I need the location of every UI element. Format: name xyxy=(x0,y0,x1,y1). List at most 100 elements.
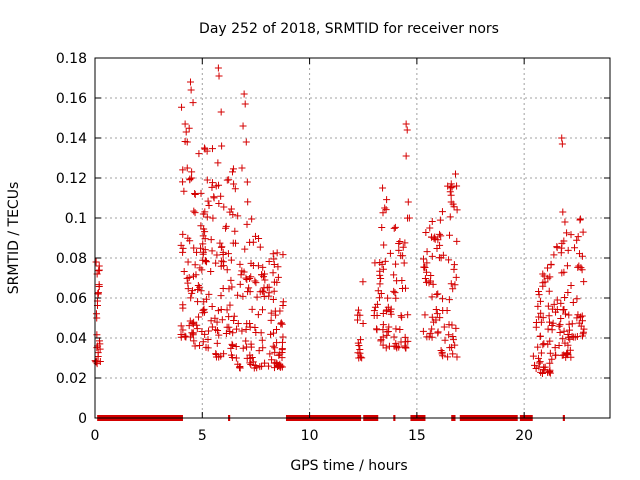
data-point xyxy=(357,353,365,361)
data-point xyxy=(238,327,246,335)
data-point xyxy=(354,349,362,357)
data-point xyxy=(198,328,206,336)
data-point xyxy=(529,352,537,360)
data-point xyxy=(548,326,556,334)
data-point xyxy=(199,232,207,240)
data-point xyxy=(228,340,236,348)
data-point xyxy=(379,265,387,273)
data-point-outlier xyxy=(92,258,100,266)
data-point xyxy=(191,190,199,198)
data-point xyxy=(571,244,579,252)
data-point xyxy=(556,328,564,336)
data-point-outlier xyxy=(379,184,387,192)
data-point xyxy=(197,287,205,295)
data-point xyxy=(269,250,277,258)
data-point xyxy=(267,309,275,317)
data-point xyxy=(391,289,399,297)
data-point xyxy=(266,350,274,358)
data-point xyxy=(188,289,196,297)
data-point xyxy=(433,310,441,318)
data-point xyxy=(271,348,279,356)
data-point xyxy=(213,251,221,259)
data-point xyxy=(179,248,187,256)
data-point xyxy=(434,290,442,298)
data-point xyxy=(261,359,269,367)
data-point xyxy=(214,327,222,335)
data-point xyxy=(188,168,196,176)
plot-frame xyxy=(94,57,611,419)
data-point xyxy=(453,353,461,361)
data-point xyxy=(178,103,186,111)
x-tick-label: 20 xyxy=(515,428,533,444)
data-point xyxy=(256,243,264,251)
data-point xyxy=(579,328,587,336)
data-point xyxy=(188,319,196,327)
data-point xyxy=(419,255,427,263)
data-point-outlier xyxy=(426,224,434,232)
data-point xyxy=(265,362,273,370)
data-point xyxy=(270,329,278,337)
data-point xyxy=(534,302,542,310)
data-point xyxy=(234,291,242,299)
data-point xyxy=(184,258,192,266)
data-point xyxy=(228,354,236,362)
data-point-outlier xyxy=(214,64,222,72)
data-point xyxy=(217,192,225,200)
data-point-outlier xyxy=(238,164,246,172)
data-point-outlier xyxy=(561,218,569,226)
data-point xyxy=(224,250,232,258)
data-point xyxy=(380,241,388,249)
data-point xyxy=(229,329,237,337)
data-point-outlier xyxy=(183,138,191,146)
data-point xyxy=(222,222,230,230)
data-point xyxy=(535,359,543,367)
data-point xyxy=(200,305,208,313)
data-point xyxy=(546,359,554,367)
data-point xyxy=(219,285,227,293)
data-point xyxy=(398,313,406,321)
data-point xyxy=(451,281,459,289)
data-point xyxy=(210,193,218,201)
data-point xyxy=(556,321,564,329)
data-point xyxy=(197,222,205,230)
data-point xyxy=(421,275,429,283)
data-point xyxy=(95,267,103,275)
data-point xyxy=(538,370,546,378)
data-point-outlier xyxy=(181,120,189,128)
data-point xyxy=(398,284,406,292)
data-point xyxy=(236,260,244,268)
data-point xyxy=(276,363,284,371)
data-point xyxy=(229,211,237,219)
data-point xyxy=(373,325,381,333)
data-point xyxy=(186,176,194,184)
data-point xyxy=(205,202,213,210)
data-point-outlier xyxy=(447,198,455,206)
data-point xyxy=(255,347,263,355)
data-point xyxy=(179,230,187,238)
data-point xyxy=(400,259,408,267)
data-point xyxy=(227,276,235,284)
data-point xyxy=(196,341,204,349)
data-point xyxy=(227,256,235,264)
data-point-outlier xyxy=(94,290,102,298)
data-point xyxy=(209,214,217,222)
data-point-outlier xyxy=(402,120,410,128)
data-point xyxy=(217,292,225,300)
data-point xyxy=(256,363,264,371)
data-point xyxy=(248,305,256,313)
data-point xyxy=(191,191,199,199)
data-point xyxy=(192,271,200,279)
data-point xyxy=(231,185,239,193)
data-point xyxy=(392,325,400,333)
data-point xyxy=(207,317,215,325)
data-point xyxy=(223,306,231,314)
data-point xyxy=(213,318,221,326)
data-point xyxy=(540,272,548,280)
data-point xyxy=(220,262,228,270)
data-point xyxy=(215,331,223,339)
data-point xyxy=(277,319,285,327)
data-point xyxy=(196,264,204,272)
y-tick-label: 0.1 xyxy=(65,211,87,227)
data-point-outlier xyxy=(241,100,249,108)
data-point xyxy=(179,304,187,312)
